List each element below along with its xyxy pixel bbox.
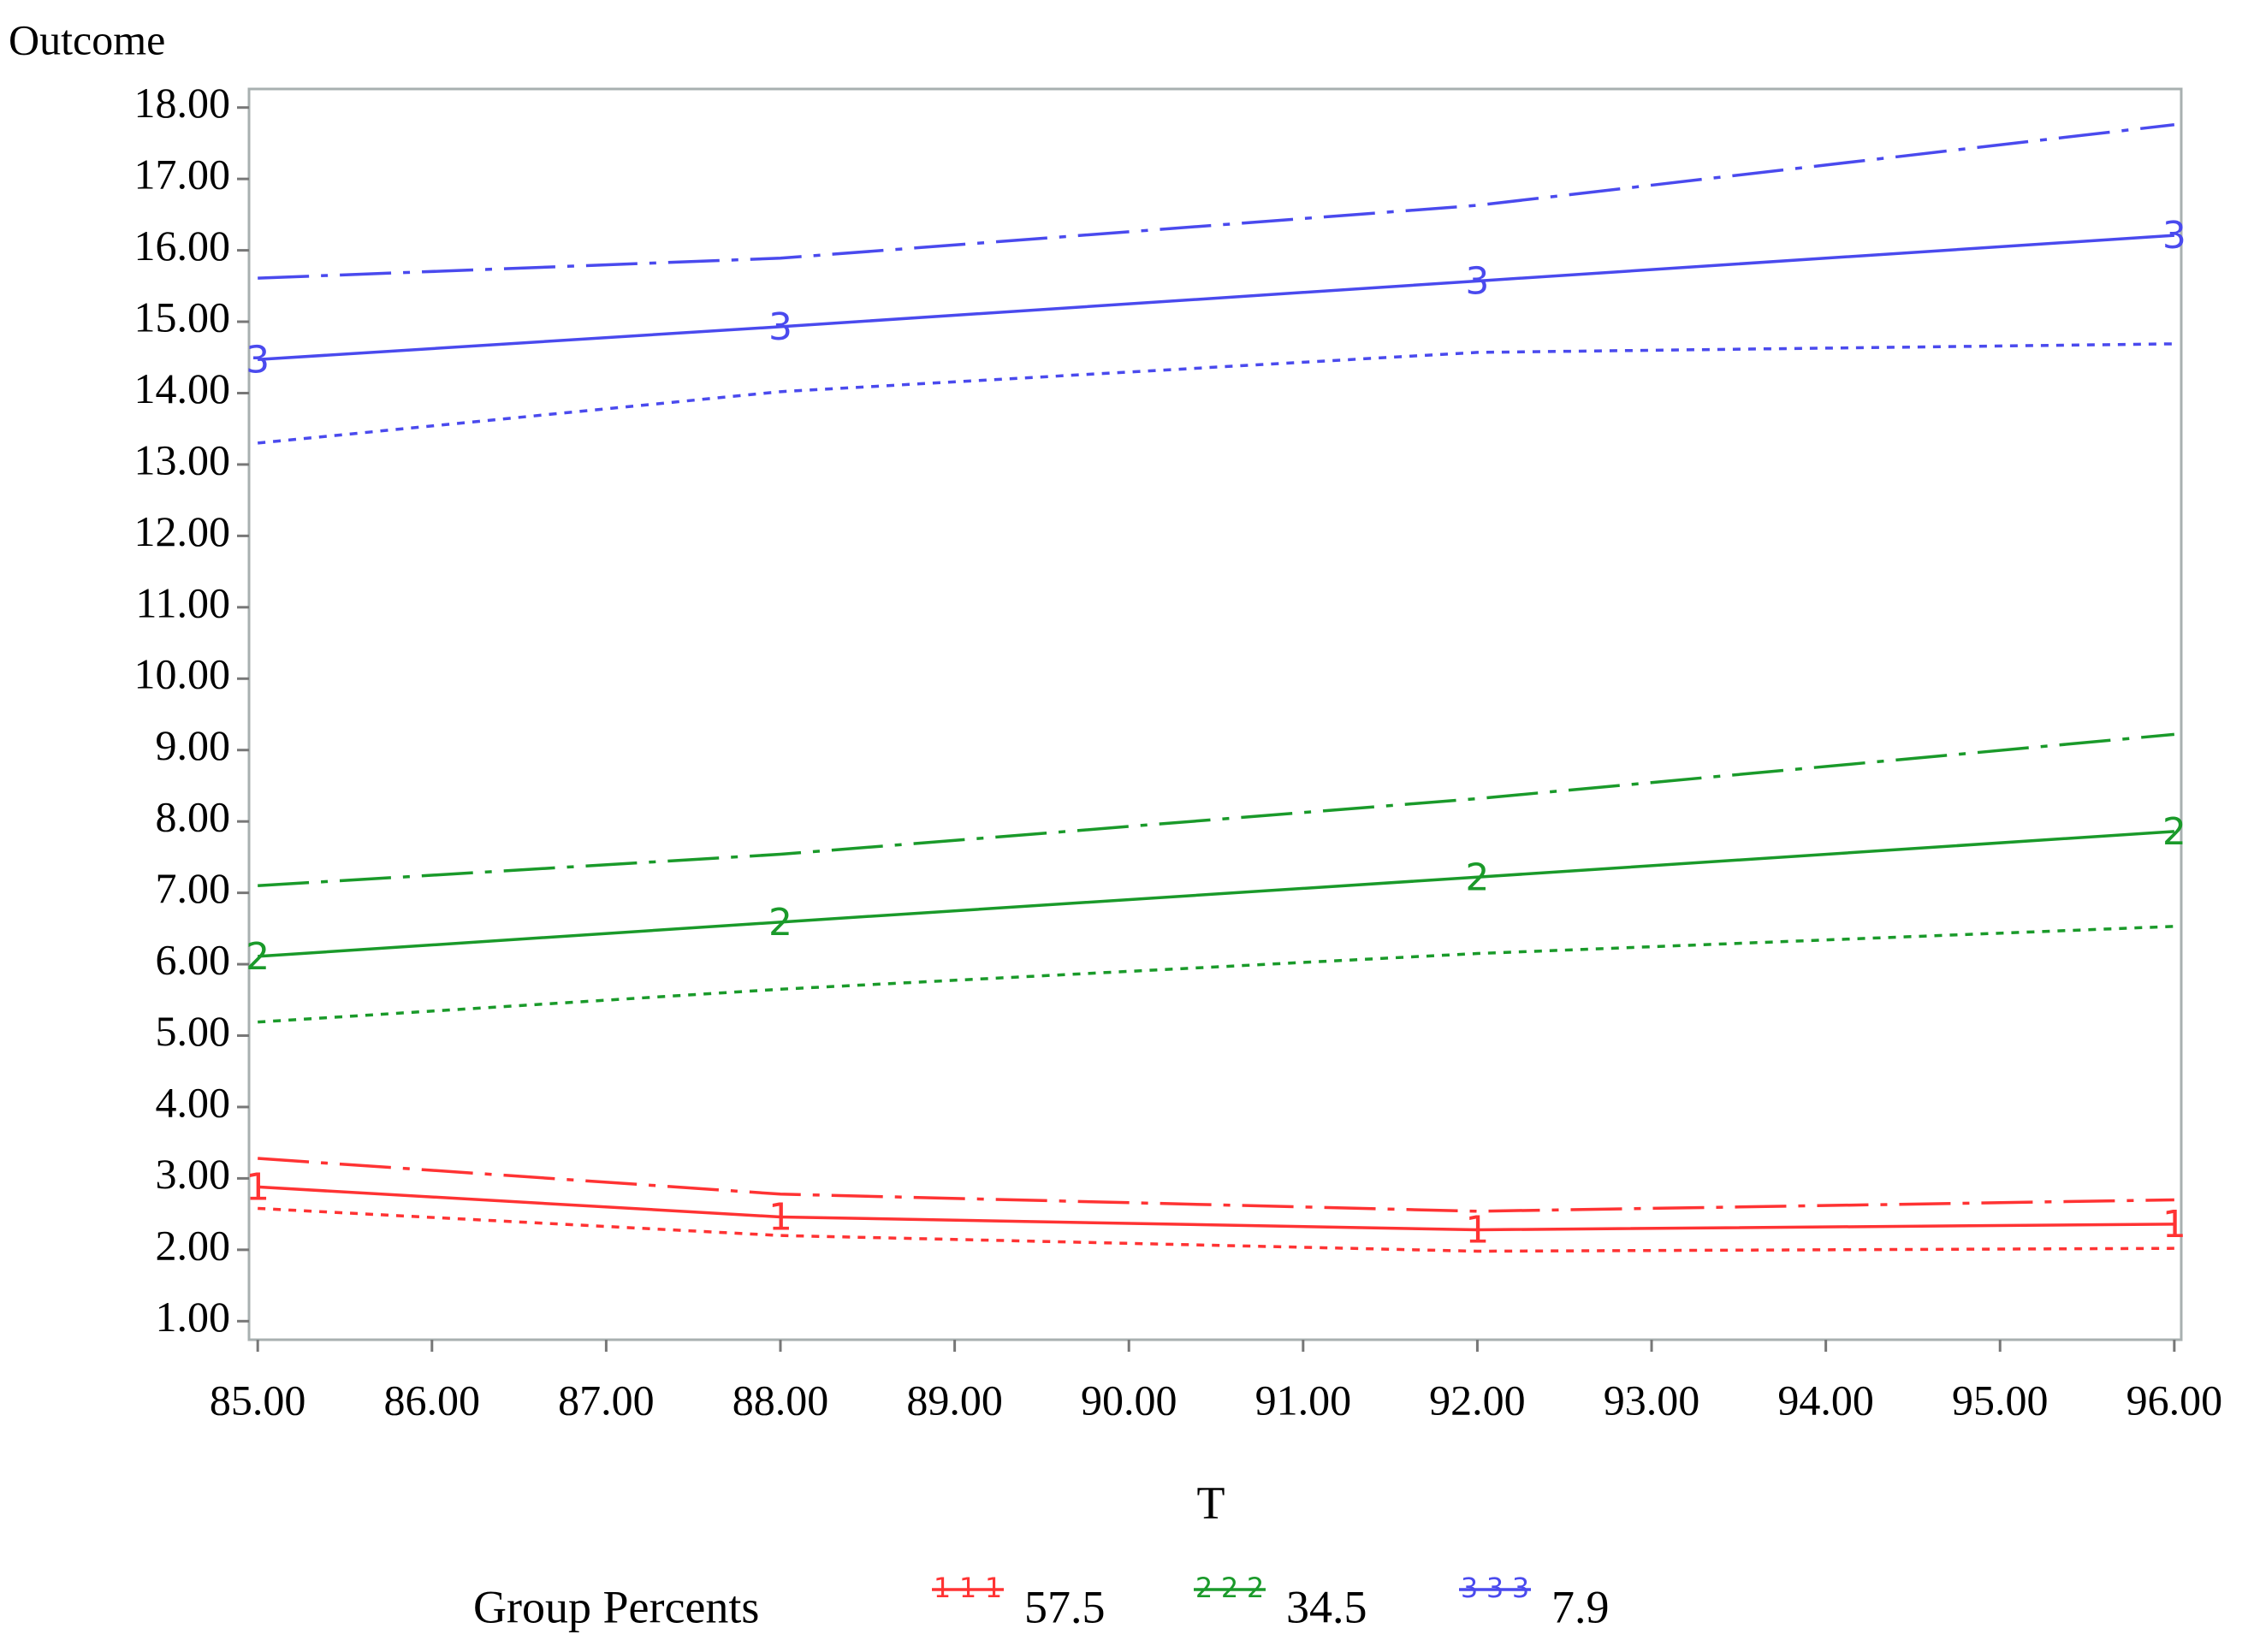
legend-marker: 2 <box>1221 1572 1238 1604</box>
legend-label: 57.5 <box>1024 1581 1106 1632</box>
y-tick-label: 18.00 <box>134 79 231 127</box>
point-marker: 3 <box>1465 259 1489 303</box>
ci-line <box>258 732 2175 888</box>
legend-label: 34.5 <box>1286 1581 1367 1632</box>
y-tick-label: 2.00 <box>156 1221 231 1269</box>
y-tick-label: 8.00 <box>156 793 231 841</box>
y-tick-label: 1.00 <box>156 1293 231 1341</box>
point-marker: 3 <box>768 305 792 349</box>
y-tick-label: 3.00 <box>156 1150 231 1198</box>
legend-marker: 1 <box>934 1572 951 1604</box>
point-marker: 2 <box>768 901 792 944</box>
point-marker: 3 <box>2162 214 2186 258</box>
y-tick-label: 13.00 <box>134 435 231 483</box>
ci-line <box>258 925 2174 1024</box>
legend-marker: 2 <box>1247 1572 1264 1604</box>
legend-marker: 1 <box>985 1572 1002 1604</box>
x-tick-label: 85.00 <box>210 1376 306 1424</box>
x-tick-label: 90.00 <box>1081 1376 1177 1424</box>
point-marker: 1 <box>1465 1208 1489 1252</box>
legend-marker: 3 <box>1512 1572 1529 1604</box>
series-line <box>258 830 2174 958</box>
x-tick-label: 95.00 <box>1952 1376 2049 1424</box>
y-tick-label: 12.00 <box>134 507 231 555</box>
point-marker: 2 <box>2162 810 2186 854</box>
legend-marker: 3 <box>1461 1572 1478 1604</box>
x-tick-label: 87.00 <box>558 1376 655 1424</box>
legend-marker: 2 <box>1195 1572 1213 1604</box>
series-line <box>258 1185 2174 1232</box>
x-tick-label: 91.00 <box>1255 1376 1352 1424</box>
x-tick-label: 86.00 <box>384 1376 481 1424</box>
y-tick-label: 9.00 <box>156 721 231 769</box>
ci-line <box>258 342 2174 445</box>
x-tick-label: 94.00 <box>1777 1376 1874 1424</box>
series-line <box>258 234 2174 362</box>
ci-line <box>258 1157 2174 1213</box>
y-tick-label: 11.00 <box>135 578 230 626</box>
y-tick-label: 5.00 <box>156 1007 231 1055</box>
plot-frame <box>247 87 2183 1341</box>
y-tick-label: 14.00 <box>134 364 231 412</box>
x-tick-label: 96.00 <box>2126 1376 2223 1424</box>
y-axis-label: Outcome <box>9 15 165 63</box>
point-marker: 2 <box>246 935 270 979</box>
y-tick-label: 7.00 <box>156 864 231 912</box>
ci-line <box>258 1206 2174 1253</box>
y-tick-label: 16.00 <box>134 222 231 269</box>
y-tick-label: 10.00 <box>134 650 231 698</box>
x-tick-label: 92.00 <box>1429 1376 1526 1424</box>
legend-marker: 3 <box>1486 1572 1504 1604</box>
x-axis-label: T <box>1197 1477 1225 1528</box>
y-tick-label: 15.00 <box>134 293 231 341</box>
point-marker: 2 <box>1465 856 1489 899</box>
x-tick-label: 93.00 <box>1604 1376 1700 1424</box>
legend-marker: 1 <box>959 1572 976 1604</box>
ci-line <box>258 122 2175 280</box>
x-tick-label: 89.00 <box>906 1376 1003 1424</box>
legend-title: Group Percents <box>473 1581 759 1632</box>
y-tick-label: 6.00 <box>156 936 231 984</box>
y-tick-label: 4.00 <box>156 1078 231 1126</box>
x-tick-label: 88.00 <box>733 1376 829 1424</box>
point-marker: 1 <box>2162 1203 2186 1246</box>
point-marker: 1 <box>768 1195 792 1239</box>
point-marker: 3 <box>246 338 270 382</box>
y-tick-label: 17.00 <box>134 151 231 198</box>
point-marker: 1 <box>246 1165 270 1209</box>
legend-label: 7.9 <box>1551 1581 1610 1632</box>
